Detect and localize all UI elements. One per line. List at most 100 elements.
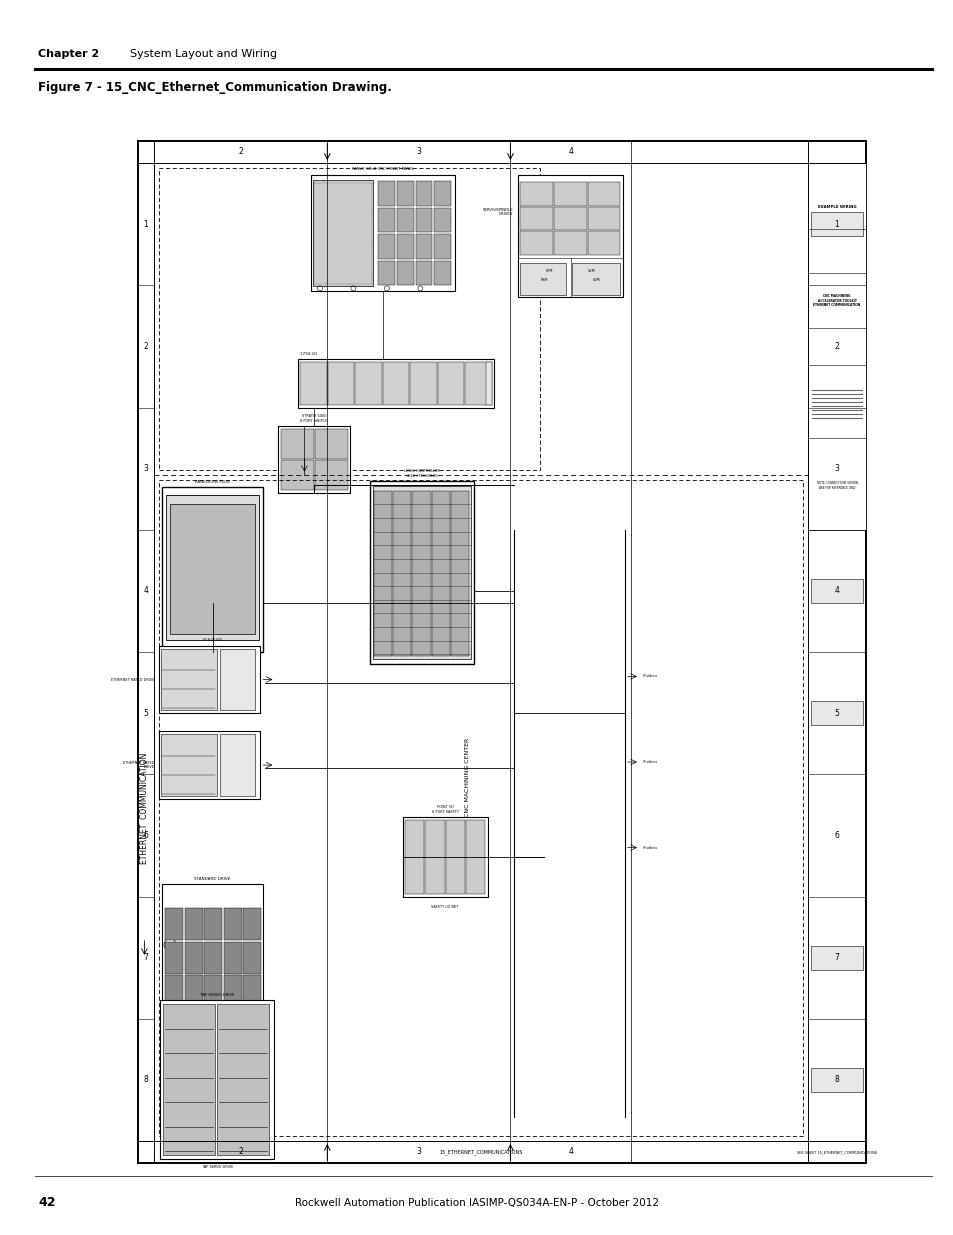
FancyBboxPatch shape (314, 459, 347, 489)
FancyBboxPatch shape (396, 182, 413, 206)
FancyBboxPatch shape (554, 183, 586, 206)
Text: Figure 7 - 15_CNC_Ethernet_Communication Drawing.: Figure 7 - 15_CNC_Ethernet_Communication… (38, 82, 392, 94)
FancyBboxPatch shape (434, 261, 451, 285)
FancyBboxPatch shape (185, 941, 203, 973)
FancyBboxPatch shape (425, 820, 444, 893)
Text: FANUC 30i-B CNC FRONT PANEL: FANUC 30i-B CNC FRONT PANEL (352, 167, 414, 172)
Text: NOTE: CONNECTIONS SHOWN
ARE FOR REFERENCE ONLY: NOTE: CONNECTIONS SHOWN ARE FOR REFERENC… (816, 482, 857, 490)
Text: LOGIC CONTROLLER
4/10 1756-04120: LOGIC CONTROLLER 4/10 1756-04120 (404, 469, 439, 478)
FancyBboxPatch shape (377, 182, 395, 206)
Text: 4: 4 (143, 587, 149, 595)
FancyBboxPatch shape (204, 976, 222, 1008)
Text: 8: 8 (144, 1076, 149, 1084)
Text: ETHERNET RATED DRIVE: ETHERNET RATED DRIVE (112, 678, 154, 682)
FancyBboxPatch shape (280, 430, 314, 459)
FancyBboxPatch shape (587, 206, 619, 230)
FancyBboxPatch shape (166, 495, 259, 640)
FancyBboxPatch shape (377, 207, 395, 232)
FancyBboxPatch shape (374, 490, 392, 656)
FancyBboxPatch shape (377, 261, 395, 285)
FancyBboxPatch shape (520, 206, 553, 230)
FancyBboxPatch shape (465, 362, 491, 405)
Text: 6: 6 (143, 831, 149, 840)
FancyBboxPatch shape (810, 212, 862, 236)
Text: PSM: PSM (540, 278, 548, 283)
Text: SEE SHEET 15_ETHERNET_COMMUNICATIONS: SEE SHEET 15_ETHERNET_COMMUNICATIONS (796, 1150, 876, 1153)
FancyBboxPatch shape (313, 180, 373, 287)
Text: 2: 2 (834, 342, 839, 351)
Text: 1: 1 (834, 220, 839, 228)
Text: Chapter 2: Chapter 2 (38, 49, 99, 59)
Text: SERVO/SPINDLE
DRIVES: SERVO/SPINDLE DRIVES (482, 207, 513, 216)
FancyBboxPatch shape (278, 426, 350, 493)
FancyBboxPatch shape (243, 976, 261, 1008)
FancyBboxPatch shape (445, 820, 464, 893)
FancyBboxPatch shape (587, 231, 619, 254)
Text: IP address: IP address (642, 846, 657, 850)
FancyBboxPatch shape (243, 908, 261, 940)
FancyBboxPatch shape (243, 941, 261, 973)
Text: 42: 42 (38, 1197, 55, 1209)
FancyBboxPatch shape (517, 175, 622, 298)
Text: 15_ETHERNET_COMMUNICATIONS: 15_ETHERNET_COMMUNICATIONS (438, 1149, 522, 1155)
FancyBboxPatch shape (396, 235, 413, 259)
FancyBboxPatch shape (520, 183, 553, 206)
Text: IP address: IP address (642, 674, 657, 678)
FancyBboxPatch shape (437, 362, 464, 405)
FancyBboxPatch shape (159, 731, 260, 799)
Text: 6: 6 (834, 831, 839, 840)
FancyBboxPatch shape (554, 206, 586, 230)
FancyBboxPatch shape (416, 207, 432, 232)
FancyBboxPatch shape (224, 976, 242, 1008)
FancyBboxPatch shape (311, 175, 455, 291)
FancyBboxPatch shape (297, 358, 494, 408)
Text: 1794 I/O: 1794 I/O (299, 352, 316, 356)
FancyBboxPatch shape (451, 490, 469, 656)
Text: 4: 4 (834, 587, 839, 595)
FancyBboxPatch shape (165, 976, 183, 1008)
Text: System Layout and Wiring: System Layout and Wiring (130, 49, 276, 59)
Text: 4: 4 (568, 147, 573, 157)
FancyBboxPatch shape (185, 908, 203, 940)
Text: CNC MACHINING
ACCELERATOR TOOLKIT
ETHERNET COMMUNICATION: CNC MACHINING ACCELERATOR TOOLKIT ETHERN… (813, 294, 860, 308)
Text: IP address: IP address (642, 760, 657, 764)
Text: 2: 2 (238, 1147, 243, 1156)
FancyBboxPatch shape (432, 490, 450, 656)
FancyBboxPatch shape (219, 648, 255, 710)
Text: 4: 4 (568, 1147, 573, 1156)
Text: SVM: SVM (593, 278, 600, 283)
FancyBboxPatch shape (160, 1000, 274, 1160)
FancyBboxPatch shape (465, 820, 484, 893)
Text: PANELVIEW PLUS: PANELVIEW PLUS (195, 480, 230, 484)
FancyBboxPatch shape (396, 261, 413, 285)
FancyBboxPatch shape (402, 818, 487, 897)
FancyBboxPatch shape (280, 459, 314, 489)
Text: CNC MACHINING CENTER: CNC MACHINING CENTER (465, 739, 470, 818)
FancyBboxPatch shape (587, 183, 619, 206)
Text: ETHERNET RATED
DRIVE: ETHERNET RATED DRIVE (123, 761, 154, 769)
Text: SVM: SVM (587, 268, 595, 273)
Text: 3: 3 (834, 464, 839, 473)
FancyBboxPatch shape (165, 941, 183, 973)
FancyBboxPatch shape (165, 908, 183, 940)
FancyBboxPatch shape (159, 646, 260, 713)
FancyBboxPatch shape (416, 261, 432, 285)
FancyBboxPatch shape (370, 480, 474, 664)
Text: 2: 2 (144, 342, 149, 351)
FancyBboxPatch shape (554, 231, 586, 254)
FancyBboxPatch shape (163, 1004, 215, 1155)
Text: Rockwell Automation Publication IASIMP-QS034A-EN-P - October 2012: Rockwell Automation Publication IASIMP-Q… (294, 1198, 659, 1208)
Text: 3: 3 (416, 1147, 421, 1156)
FancyBboxPatch shape (377, 235, 395, 259)
Text: POINT I/O
8 PORT SAFETY: POINT I/O 8 PORT SAFETY (431, 805, 458, 814)
Text: PV PLUS 600: PV PLUS 600 (203, 638, 222, 642)
Text: ETHERNET  COMMUNICATION: ETHERNET COMMUNICATION (140, 752, 149, 863)
FancyBboxPatch shape (170, 504, 255, 634)
Text: 7: 7 (834, 953, 839, 962)
Text: EXAMPLE WIRING: EXAMPLE WIRING (817, 205, 856, 209)
FancyBboxPatch shape (810, 579, 862, 603)
FancyBboxPatch shape (138, 141, 865, 1163)
FancyBboxPatch shape (410, 362, 436, 405)
FancyBboxPatch shape (416, 182, 432, 206)
FancyBboxPatch shape (520, 231, 553, 254)
